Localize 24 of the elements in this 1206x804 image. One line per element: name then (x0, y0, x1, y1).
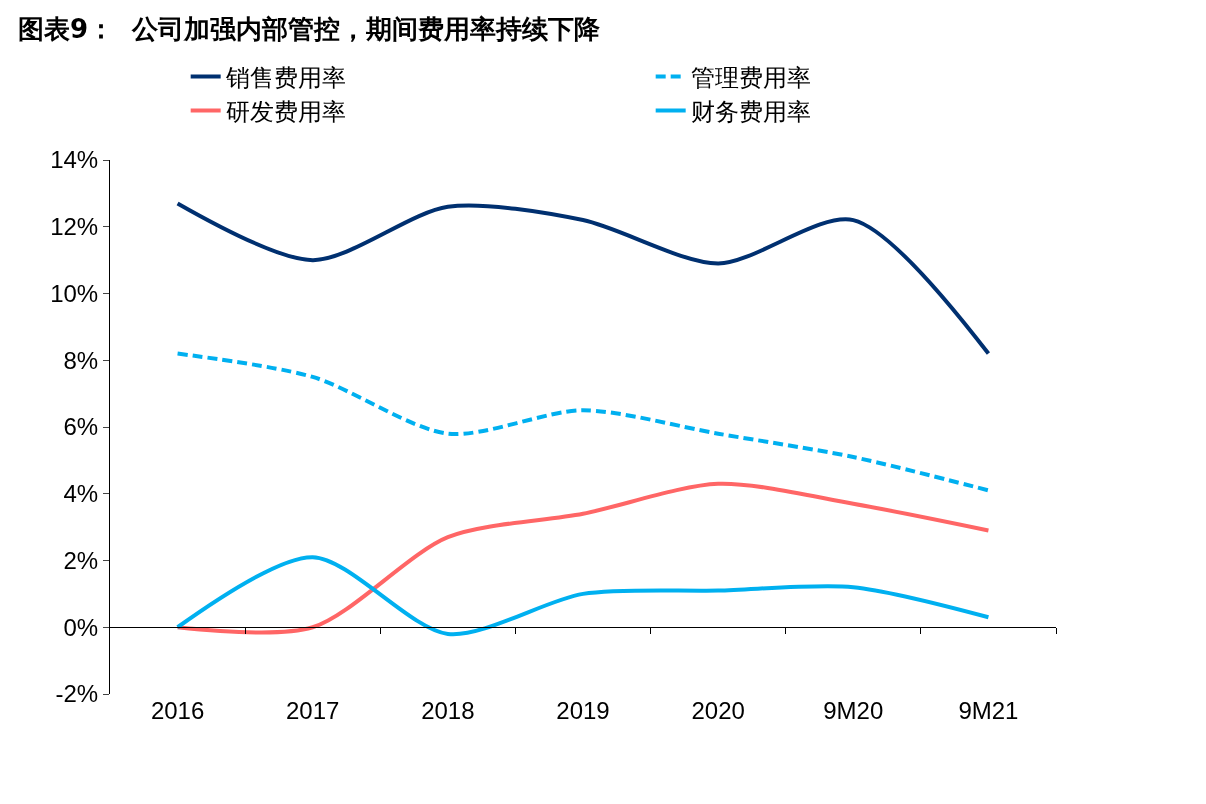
legend-label: 研发费用率 (225, 97, 346, 126)
legend-label: 销售费用率 (224, 63, 346, 92)
y-tick-label: 0% (63, 613, 99, 641)
line-series (175, 351, 991, 493)
line-series (175, 555, 991, 637)
legend-label: 财务费用率 (690, 97, 811, 126)
x-tick-label: 9M20 (823, 697, 884, 724)
y-tick-label: 8% (63, 346, 99, 374)
x-tick-label: 2017 (286, 697, 340, 724)
line-series (175, 201, 991, 356)
x-tick-label: 2020 (691, 697, 745, 724)
x-tick-label: 2019 (556, 697, 610, 724)
y-tick-label: 10% (50, 279, 99, 307)
y-tick-label: 14% (50, 146, 99, 174)
y-tick-label: 4% (63, 480, 99, 508)
y-tick-label: -2% (55, 680, 99, 708)
x-tick-label: 9M21 (958, 697, 1019, 724)
y-tick-label: 2% (63, 546, 99, 574)
y-tick-label: 6% (63, 413, 99, 441)
x-tick-label: 2018 (421, 697, 475, 724)
chart-title: 图表9： 公司加强内部管控，期间费用率持续下降 (18, 14, 601, 45)
y-tick-label: 12% (50, 213, 99, 241)
legend-label: 管理费用率 (690, 63, 811, 92)
x-tick-label: 2016 (150, 697, 205, 724)
